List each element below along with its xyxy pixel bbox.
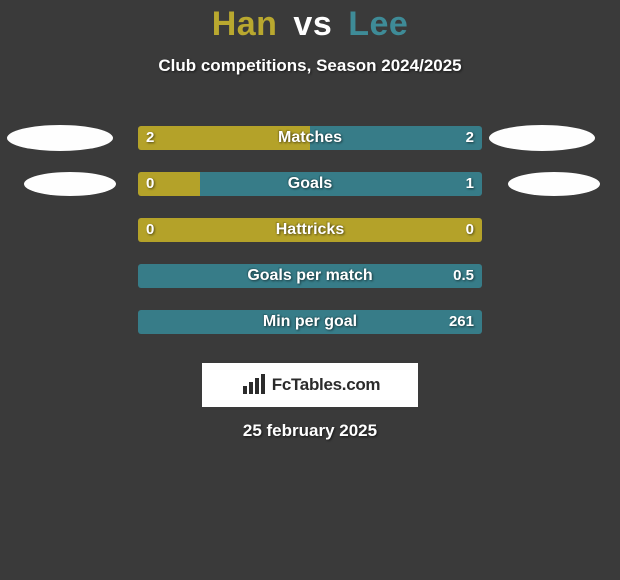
subtitle: Club competitions, Season 2024/2025 — [0, 56, 620, 76]
stat-bar: Goals per match0.5 — [138, 264, 482, 288]
logo-text: FcTables.com — [272, 375, 381, 395]
stat-bar-player2 — [310, 126, 482, 150]
title-player1: Han — [212, 5, 278, 43]
title-player2: Lee — [348, 5, 408, 43]
stat-row: Goals01 — [0, 161, 620, 207]
stat-row: Hattricks00 — [0, 207, 620, 253]
stat-bar: Goals01 — [138, 172, 482, 196]
stat-bar: Min per goal261 — [138, 310, 482, 334]
stat-bar: Hattricks00 — [138, 218, 482, 242]
stat-row: Min per goal261 — [0, 299, 620, 345]
stat-row: Matches22 — [0, 115, 620, 161]
comparison-chart: Matches22 Goals01 Hattricks00 Goals per mat… — [0, 115, 620, 441]
comparison-card: Han vs Lee Club competitions, Season 202… — [0, 0, 620, 580]
stat-bar-player2 — [138, 310, 482, 334]
stat-row: Goals per match0.5 — [0, 253, 620, 299]
player1-logo-placeholder — [7, 125, 113, 151]
stat-bar-player2 — [200, 172, 482, 196]
player1-logo-placeholder — [24, 172, 116, 196]
stat-bar-player1 — [138, 126, 310, 150]
stat-bar-player2 — [138, 264, 482, 288]
footer: FcTables.com 25 february 2025 — [0, 363, 620, 441]
player2-logo-placeholder — [489, 125, 595, 151]
stat-bar-player1 — [138, 172, 200, 196]
player2-logo-placeholder — [508, 172, 600, 196]
snapshot-date: 25 february 2025 — [0, 421, 620, 441]
page-title: Han vs Lee — [0, 5, 620, 44]
bar-chart-icon — [240, 374, 268, 396]
stat-bar: Matches22 — [138, 126, 482, 150]
title-vs: vs — [293, 5, 332, 43]
fctables-logo: FcTables.com — [202, 363, 418, 407]
stat-bar-player1 — [138, 218, 482, 242]
